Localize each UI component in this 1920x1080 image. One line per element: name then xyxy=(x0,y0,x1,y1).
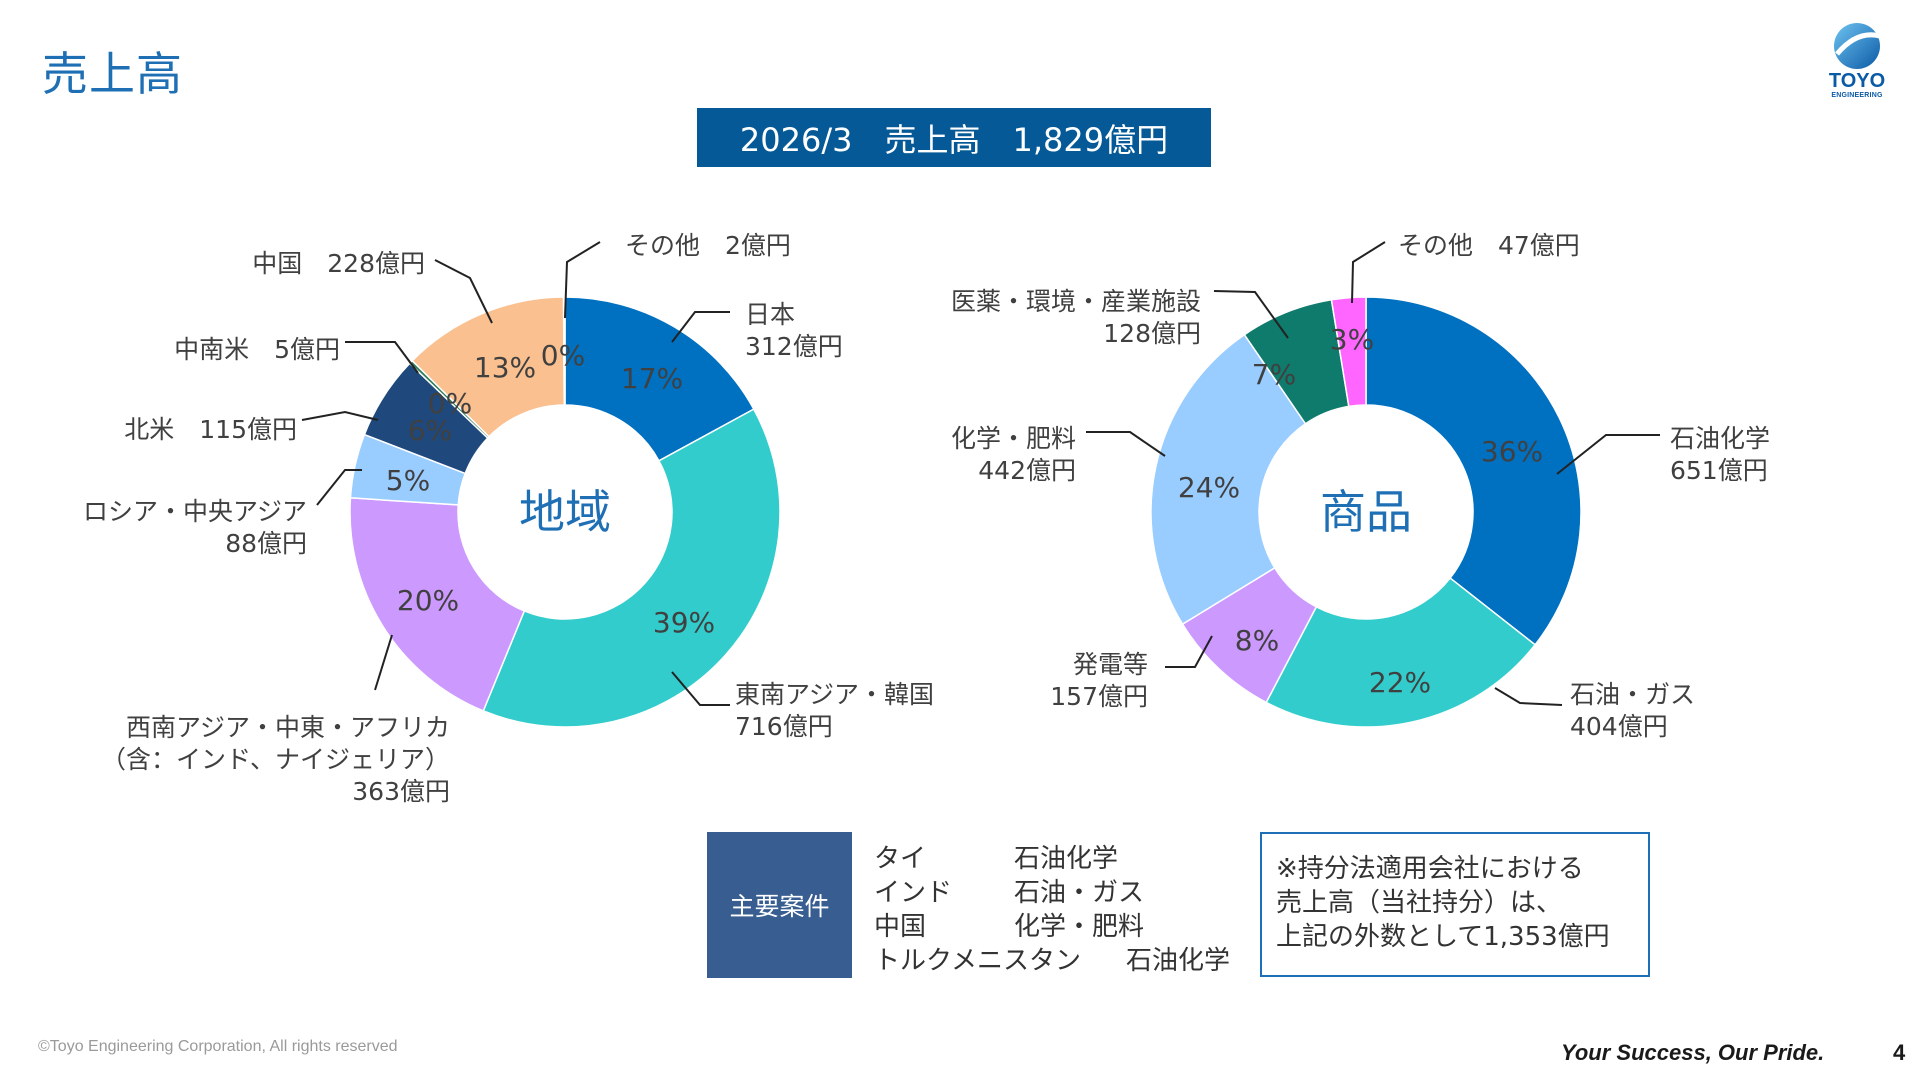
note-line: 上記の外数として1,353億円 xyxy=(1276,922,1610,952)
project-product: 石油・ガス xyxy=(1014,878,1145,908)
slice-label: 442億円 xyxy=(978,456,1076,485)
logo-subtext: ENGINEERING xyxy=(1831,92,1883,99)
slice-label: 中国 228億円 xyxy=(252,249,425,278)
project-product: 石油化学 xyxy=(1126,946,1231,976)
slice-label: 東南アジア・韓国 xyxy=(735,680,934,709)
slice-label: 157億円 xyxy=(1050,682,1148,711)
donut-slice xyxy=(482,408,781,728)
slice-label: 日本 xyxy=(745,300,795,329)
leader-line xyxy=(564,241,601,319)
percent-label: 39% xyxy=(653,606,715,639)
percent-label: 0% xyxy=(428,387,472,420)
leader-line xyxy=(1556,434,1660,475)
slice-label: 88億円 xyxy=(225,529,307,558)
key-projects-label: 主要案件 xyxy=(707,832,852,978)
leader-line xyxy=(1213,290,1289,339)
donut-slice xyxy=(349,496,526,712)
leader-line xyxy=(345,341,419,374)
toyo-logo: TOYO ENGINEERING xyxy=(1812,20,1902,106)
donut-slice xyxy=(564,296,755,462)
percent-label: 7% xyxy=(1252,358,1296,391)
leader-line xyxy=(434,259,493,324)
percent-label: 0% xyxy=(541,339,585,372)
key-projects-list: タイ 石油化学 インド 石油・ガス 中国 化学・肥料 トルクメニスタン 石油化学 xyxy=(874,838,1254,976)
leader-line xyxy=(301,410,379,421)
slice-label: 中南米 5億円 xyxy=(174,335,340,364)
page-number: 4 xyxy=(1893,1040,1906,1065)
slice-label: 651億円 xyxy=(1670,456,1768,485)
slogan: Your Success, Our Pride. xyxy=(1561,1040,1825,1065)
slice-label: 716億円 xyxy=(735,712,833,741)
project-row: トルクメニスタン 石油化学 xyxy=(874,940,1254,976)
slice-label: 312億円 xyxy=(745,332,843,361)
project-row: タイ 石油化学 xyxy=(874,838,1254,874)
slice-label: 石油・ガス xyxy=(1570,680,1695,709)
slice-label: 医薬・環境・産業施設 xyxy=(951,287,1201,316)
copyright: ©Toyo Engineering Corporation, All right… xyxy=(38,1038,398,1055)
donut-slice xyxy=(1150,333,1307,626)
leader-line xyxy=(1494,687,1563,706)
percent-label: 8% xyxy=(1235,624,1279,657)
slice-label: 128億円 xyxy=(1103,319,1201,348)
region-donut-chart: 17%39%20%5%6%0%13% 0%日本312億円東南アジア・韓国716億円… xyxy=(83,231,934,806)
slice-label: 石油化学 xyxy=(1670,424,1770,453)
leader-line xyxy=(1165,635,1213,668)
slice-label: 発電等 xyxy=(1073,650,1148,679)
equity-method-note: ※持分法適用会社における 売上高（当社持分）は、 上記の外数として1,353億円 xyxy=(1260,832,1650,977)
percent-label: 6% xyxy=(408,414,452,447)
leader-line xyxy=(316,469,362,506)
globe-icon xyxy=(1834,23,1881,69)
project-country: 中国 xyxy=(874,912,927,942)
slice-label: 404億円 xyxy=(1570,712,1668,741)
leader-line xyxy=(671,671,730,706)
page-title: 売上高 xyxy=(42,47,183,101)
leader-line xyxy=(1351,241,1386,304)
slice-label: （含：インド、ナイジェリア） xyxy=(101,745,450,774)
slice-label: 北米 115億円 xyxy=(124,415,297,444)
project-country: インド xyxy=(874,878,953,908)
slice-label: その他 2億円 xyxy=(625,231,791,260)
leader-line xyxy=(671,311,730,343)
project-row: 中国 化学・肥料 xyxy=(874,906,1254,942)
donut-center-label: 商品 xyxy=(1320,485,1412,539)
project-product: 化学・肥料 xyxy=(1014,912,1145,942)
note-line: ※持分法適用会社における xyxy=(1276,854,1584,884)
donut-slice xyxy=(1365,296,1582,646)
logo-text: TOYO xyxy=(1828,70,1886,92)
percent-label: 22% xyxy=(1369,666,1431,699)
project-country: タイ xyxy=(874,844,927,874)
project-row: インド 石油・ガス xyxy=(874,872,1254,908)
project-country: トルクメニスタン xyxy=(874,946,1081,976)
donut-center-label: 地域 xyxy=(519,485,611,539)
slice-label: ロシア・中央アジア xyxy=(83,497,307,526)
project-product: 石油化学 xyxy=(1014,844,1119,874)
slice-label: その他 47億円 xyxy=(1398,231,1580,260)
percent-label: 17% xyxy=(621,362,683,395)
percent-label: 24% xyxy=(1178,471,1240,504)
total-sales-banner: 2026/3 売上高 1,829億円 xyxy=(697,108,1211,167)
percent-label: 36% xyxy=(1481,435,1543,468)
donut-slice xyxy=(562,296,566,406)
note-line: 売上高（当社持分）は、 xyxy=(1276,888,1563,918)
slice-label: 363億円 xyxy=(352,777,450,806)
slice-label: 化学・肥料 xyxy=(951,424,1076,453)
slice-label: 西南アジア・中東・アフリカ xyxy=(126,713,450,742)
percent-label: 3% xyxy=(1330,323,1374,356)
leader-line xyxy=(374,634,393,691)
leader-line xyxy=(1086,431,1166,457)
percent-label: 5% xyxy=(386,464,430,497)
donut-slice xyxy=(1265,577,1537,728)
percent-label: 20% xyxy=(397,584,459,617)
percent-label: 13% xyxy=(474,351,536,384)
donut-slice xyxy=(1330,296,1367,408)
